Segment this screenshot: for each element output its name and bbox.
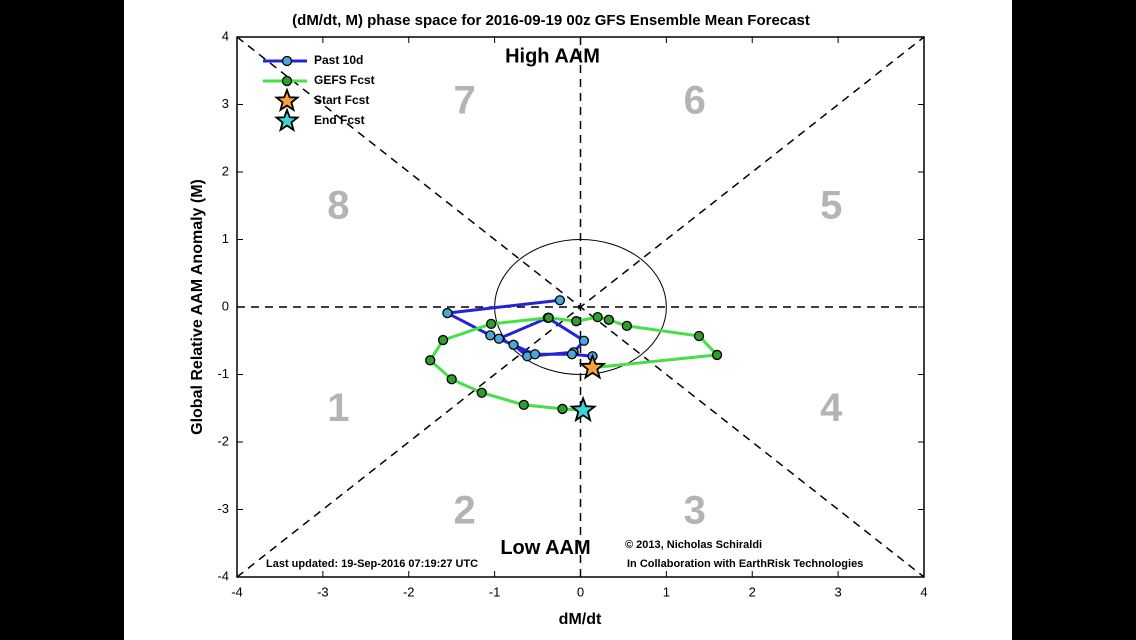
legend-label: End Fcst [314, 113, 365, 127]
phase-number: 1 [327, 386, 349, 430]
series-point [442, 307, 453, 319]
footnote: © 2013, Nicholas Schiraldi [625, 539, 762, 551]
footnote: Last updated: 19-Sep-2016 07:19:27 UTC [266, 558, 478, 570]
series-point [578, 335, 590, 346]
phase-number: 5 [820, 183, 842, 227]
x-tick-label: 4 [920, 584, 927, 599]
series-point [425, 355, 436, 366]
phase-number: 3 [684, 488, 706, 532]
series-point [711, 349, 723, 361]
series-point [518, 399, 529, 411]
x-tick-label: -2 [403, 584, 415, 599]
phase-number: 6 [684, 79, 706, 123]
series-point [566, 349, 578, 360]
phase-number: 7 [453, 79, 475, 123]
series-point [446, 374, 457, 385]
y-tick-label: 2 [222, 163, 229, 178]
series-point [621, 320, 633, 332]
series-point [508, 339, 519, 350]
legend-label: Past 10d [314, 53, 363, 67]
footnote: In Collaboration with EarthRisk Technolo… [627, 558, 863, 570]
legend-star [274, 107, 300, 132]
series-point [437, 334, 449, 346]
series-point [603, 314, 614, 325]
y-tick-label: -4 [217, 568, 229, 583]
y-tick-label: 4 [222, 28, 229, 43]
y-tick-label: -3 [217, 501, 229, 516]
series-point [557, 403, 568, 415]
y-tick-label: 1 [222, 231, 229, 246]
legend-label: Start Fcst [314, 93, 369, 107]
x-tick-label: 1 [663, 584, 670, 599]
series-point [486, 318, 497, 330]
x-tick-label: -1 [489, 584, 501, 599]
y-tick-label: -2 [217, 433, 229, 448]
series-point [554, 295, 566, 306]
low-aam-label: Low AAM [500, 537, 590, 559]
series-point [529, 349, 541, 360]
x-tick-label: 3 [835, 584, 842, 599]
series-point [493, 333, 505, 344]
phase-number: 2 [453, 488, 475, 532]
legend-marker [281, 55, 293, 67]
legend-label: GEFS Fcst [314, 73, 375, 87]
series-point [693, 330, 705, 342]
series-point [571, 316, 582, 327]
x-tick-label: 2 [749, 584, 756, 599]
series-point [543, 312, 554, 323]
x-tick-label: 0 [577, 584, 584, 599]
x-tick-label: -4 [231, 584, 243, 599]
x-axis-label: dM/dt [559, 611, 602, 628]
series-point [485, 330, 496, 341]
y-axis-label: Global Relative AAM Anomaly (M) [189, 179, 206, 435]
legend-marker [281, 75, 293, 87]
y-tick-label: -1 [217, 366, 229, 381]
y-tick-label: 0 [222, 298, 229, 313]
y-tick-label: 3 [222, 96, 229, 111]
series-line [428, 315, 721, 412]
series-point [476, 387, 487, 398]
forecast-star [578, 353, 607, 380]
x-tick-label: -3 [317, 584, 329, 599]
phase-number: 8 [327, 183, 349, 227]
forecast-star [569, 395, 597, 423]
high-aam-label: High AAM [505, 46, 600, 68]
chart-title: (dM/dt, M) phase space for 2016-09-19 00… [292, 12, 810, 29]
legend-star [274, 87, 300, 112]
phase-divider [236, 36, 925, 578]
phase-number: 4 [820, 386, 843, 430]
series-point [592, 311, 603, 323]
